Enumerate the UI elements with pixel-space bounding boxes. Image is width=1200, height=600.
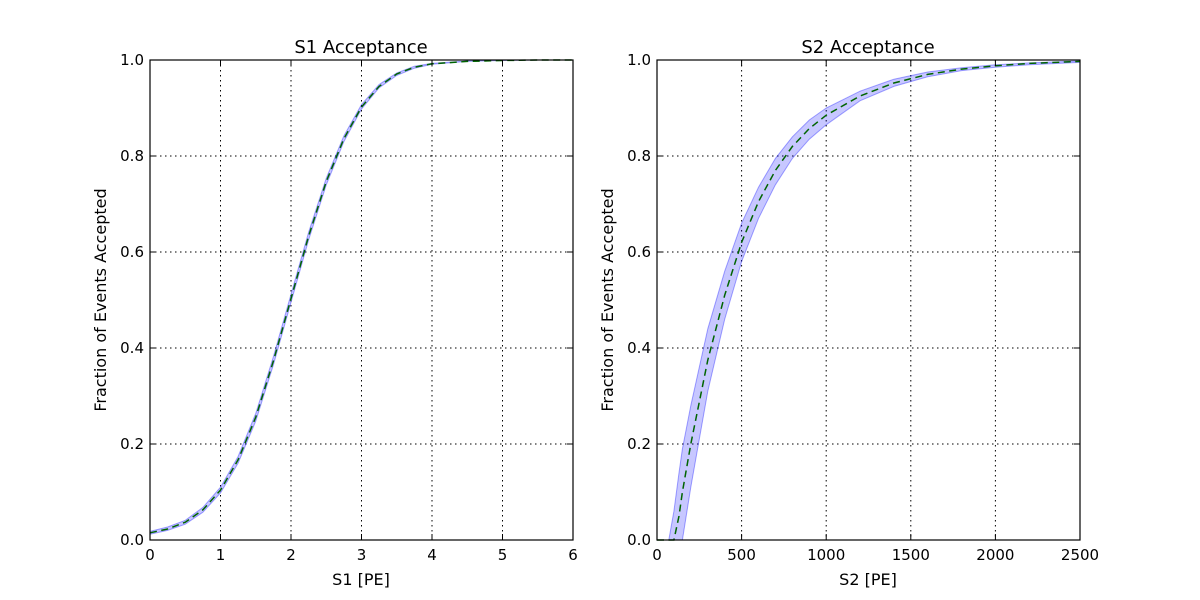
s1-x-tick-label: 2 [286,546,296,564]
s2-x-tick-label: 500 [727,546,756,564]
s1-y-tick-label: 1.0 [120,51,144,69]
s2-confidence-band [657,60,1081,541]
s1-y-tick-label: 0.0 [120,531,144,549]
s2-y-tick-label: 0.0 [627,531,651,549]
s2-x-axis-label: S2 [PE] [839,570,897,589]
s2-y-tick-label: 0.6 [627,243,651,261]
s1-acceptance-panel: S1 Acceptance S1 [PE] Fraction of Events… [91,37,578,589]
s1-y-tick-label: 0.4 [120,339,144,357]
s2-plot-frame [656,59,1081,541]
s2-x-tick-label: 2000 [976,546,1014,564]
s2-x-tick-label: 2500 [1061,546,1099,564]
s2-x-tick-label: 0 [652,546,662,564]
s2-y-tick-label: 0.8 [627,147,651,165]
s1-x-tick-label: 0 [145,546,155,564]
s2-x-tick-label: 1500 [892,546,930,564]
s1-y-axis-label: Fraction of Events Accepted [91,188,110,411]
s1-x-axis-label: S1 [PE] [332,570,390,589]
s2-y-tick-label: 0.4 [627,339,651,357]
s1-x-tick-label: 1 [216,546,226,564]
s2-y-tick-label: 0.2 [627,435,651,453]
s2-x-tick-label: 1000 [807,546,845,564]
s1-median-line [149,59,573,534]
s1-y-tick-label: 0.2 [120,435,144,453]
s2-acceptance-panel: S2 Acceptance S2 [PE] Fraction of Events… [598,37,1099,589]
s1-x-tick-label: 3 [357,546,367,564]
s1-x-tick-label: 5 [498,546,508,564]
s1-x-tick-label: 4 [427,546,437,564]
s1-y-tick-label: 0.6 [120,243,144,261]
s1-y-tick-label: 0.8 [120,147,144,165]
s2-median-line [657,60,1081,541]
s2-y-axis-label: Fraction of Events Accepted [598,188,617,411]
s1-chart-title: S1 Acceptance [294,37,427,58]
s2-chart-title: S2 Acceptance [801,37,934,58]
s2-y-tick-label: 1.0 [627,51,651,69]
s1-x-tick-label: 6 [568,546,578,564]
